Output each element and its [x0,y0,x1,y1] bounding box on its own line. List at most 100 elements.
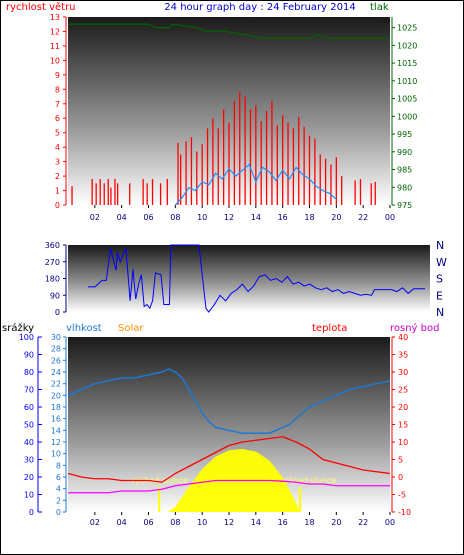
pressure-tick-label: 980 [397,183,412,192]
temperature-tick-label: 35 [398,351,408,360]
wind-tick-label: 8 [55,85,60,94]
sunrise-label: východ slunce [131,476,188,485]
x-tick-label: 14 [251,518,261,527]
pressure-tick-label: 975 [397,201,412,210]
precip-tick-label: 60 [24,403,34,412]
x-tick-label: 10 [197,213,207,222]
pressure-tick-label: 1020 [397,41,417,50]
humidity-tick-label: 24 [51,368,61,377]
pressure-tick-label: 1000 [397,112,417,121]
precip-tick-label: 70 [24,386,34,395]
solar-label: Solar [118,323,144,334]
humidity-tick-label: 28 [51,345,61,354]
humidity-tick-label: 6 [56,473,61,482]
x-tick-label: 20 [331,213,341,222]
x-tick-label: 02 [90,213,100,222]
precip-tick-label: 50 [24,421,34,430]
x-tick-label: 16 [278,213,288,222]
precip-tick-label: 30 [24,456,34,465]
temperature-line [67,436,391,483]
x-tick-label: 12 [224,213,234,222]
humidity-tick-label: 16 [51,415,61,424]
wind-tick-label: 1 [55,187,60,196]
humidity-tick-label: 18 [51,403,61,412]
humidity-tick-label: 30 [51,333,61,342]
wind-tick-label: 13 [50,13,60,22]
sunset-label: západ slunce [284,476,337,485]
dew-point-line [68,479,390,494]
compass-label: N [436,306,444,319]
precip-label: srážky [2,322,34,334]
humidity-tick-label: 14 [51,426,61,435]
pressure-tick-label: 1025 [397,24,417,33]
humidity-line [67,368,391,434]
precip-tick-label: 10 [24,491,34,500]
wind-tick-label: 12 [50,27,60,36]
pressure-tick-label: 985 [397,166,412,175]
wind-tick-label: 11 [50,42,60,51]
x-tick-label: 06 [143,518,153,527]
x-tick-label: 08 [170,213,180,222]
direction-tick-label: 90 [50,291,60,300]
compass-label: N [436,239,444,252]
wind-tick-label: 3 [55,158,60,167]
temperature-tick-label: 10 [398,438,408,447]
humidity-tick-label: 0 [56,508,61,517]
humidity-tick-label: 22 [51,380,61,389]
wind-average-line [174,163,337,206]
pressure-tick-label: 1015 [397,59,417,68]
x-tick-label: 22 [358,213,368,222]
precip-tick-label: 80 [24,368,34,377]
wind-tick-label: 9 [55,71,60,80]
temperature-tick-label: 15 [398,421,408,430]
x-tick-label: 00 [385,518,395,527]
humidity-tick-label: 2 [56,496,61,505]
precip-tick-label: 90 [24,351,34,360]
humidity-tick-label: 12 [51,438,61,447]
wind-speed-label: rychlost větru [6,1,76,13]
dew-point-label: rosný bod [390,322,439,334]
x-tick-label: 04 [117,518,127,527]
x-tick-label: 18 [304,518,314,527]
x-tick-label: 14 [251,213,261,222]
x-tick-label: 22 [358,518,368,527]
humidity-tick-label: 20 [51,391,61,400]
x-tick-label: 08 [170,518,180,527]
compass-label: E [436,289,443,302]
pressure-line [68,23,390,39]
compass-label: W [436,256,447,269]
temperature-tick-label: -10 [398,508,411,517]
x-tick-label: 04 [117,213,127,222]
x-tick-label: 10 [197,518,207,527]
wind-tick-label: 6 [55,114,60,123]
x-tick-label: 06 [143,213,153,222]
precip-tick-label: 0 [29,508,34,517]
direction-tick-label: 270 [45,258,60,267]
direction-tick-label: 0 [55,308,60,317]
x-tick-label: 02 [90,518,100,527]
temperature-tick-label: 5 [398,456,403,465]
pressure-tick-label: 1005 [397,95,417,104]
temperature-tick-label: 30 [398,368,408,377]
x-tick-label: 00 [385,213,395,222]
humidity-label: vlhkost [66,323,102,334]
temperature-tick-label: 20 [398,403,408,412]
x-tick-label: 18 [304,213,314,222]
wind-tick-label: 10 [50,56,60,65]
x-tick-label: 16 [278,518,288,527]
humidity-tick-label: 4 [56,485,61,494]
direction-tick-label: 360 [45,241,60,250]
x-tick-label: 20 [331,518,341,527]
temperature-tick-label: -5 [398,491,406,500]
pressure-label: tlak [370,2,389,13]
wind-tick-label: 4 [55,143,60,152]
wind-tick-label: 5 [55,129,60,138]
pressure-tick-label: 1010 [397,77,417,86]
wind-tick-label: 0 [55,201,60,210]
temperature-label: teplota [312,323,347,334]
precip-tick-label: 20 [24,473,34,482]
temperature-tick-label: 25 [398,386,408,395]
precip-tick-label: 40 [24,438,34,447]
direction-tick-label: 180 [45,275,60,284]
